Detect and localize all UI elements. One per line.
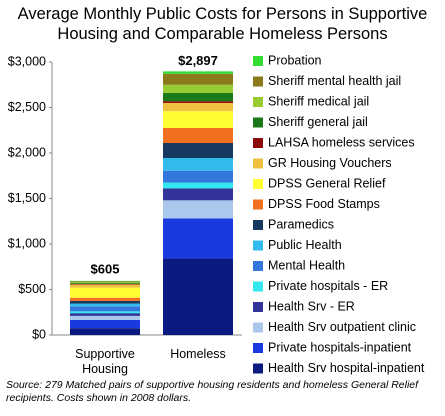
y-tick-label: $2,500 (8, 100, 46, 114)
legend-label: Sheriff mental health jail (268, 74, 401, 88)
legend-swatch (253, 343, 263, 353)
bar-segment (70, 283, 140, 285)
bar-segment (70, 300, 140, 304)
legend-swatch (253, 97, 263, 107)
bar-segment (163, 84, 233, 93)
bar-segment (70, 303, 140, 307)
source-note: Source: 279 Matched pairs of supportive … (6, 379, 419, 404)
legend-label: Sheriff general jail (268, 115, 368, 129)
legend-swatch (253, 220, 263, 230)
bar-segment (70, 311, 140, 314)
x-tick-label: Supportive Housing (75, 347, 135, 376)
legend-swatch (253, 117, 263, 128)
legend-label: Probation (268, 53, 322, 67)
bar-segment (163, 182, 233, 189)
y-tick-label: $500 (18, 282, 46, 296)
legend-label: Public Health (268, 238, 342, 252)
legend-swatch (253, 240, 263, 251)
legend-swatch (253, 179, 263, 189)
y-tick-label: $1,500 (8, 191, 46, 205)
bar-segment (163, 258, 233, 335)
bar-segment (163, 200, 233, 219)
bar-segment (163, 127, 233, 143)
legend-swatch (253, 261, 263, 271)
y-tick-label: $1,000 (8, 236, 46, 250)
legend-swatch (253, 158, 263, 169)
legend-label: Private hospitals-inpatient (268, 340, 412, 354)
bar-segment (70, 306, 140, 312)
legend-swatch (253, 302, 263, 312)
bar-segment (70, 313, 140, 316)
legend-swatch (253, 363, 263, 374)
bar-segment (70, 297, 140, 301)
legend-label: Paramedics (268, 217, 334, 231)
legend-label: Health Srv - ER (268, 299, 355, 313)
bar-segment (70, 315, 140, 320)
bar-segment (163, 102, 233, 112)
y-tick-label: $3,000 (8, 54, 46, 68)
legend-label: Sheriff medical jail (268, 94, 369, 108)
bar-segment (70, 328, 140, 335)
legend-swatch (253, 56, 263, 66)
legend-label: DPSS Food Stamps (268, 197, 380, 211)
bar-segment (70, 282, 140, 284)
legend-swatch (253, 138, 263, 148)
legend-swatch (253, 322, 263, 333)
legend-label: Health Srv hospital-inpatient (268, 361, 425, 375)
bar-segment (70, 287, 140, 298)
legend-label: Mental Health (268, 258, 345, 272)
total-label: $2,897 (178, 53, 218, 68)
bar-segment (163, 101, 233, 103)
bar-segment (163, 218, 233, 259)
y-tick-label: $0 (32, 327, 46, 341)
x-tick-label: Homeless (170, 347, 226, 361)
bar-segment (70, 281, 140, 283)
bar-segment (70, 319, 140, 329)
legend-label: Private hospitals - ER (268, 279, 388, 293)
chart-title: Average Monthly Public Costs for Persons… (17, 5, 428, 43)
legend-label: GR Housing Vouchers (268, 156, 392, 170)
bar-segment (163, 111, 233, 128)
legend-label: LAHSA homeless services (268, 135, 415, 149)
bar-segment (163, 158, 233, 171)
bar-segment (163, 73, 233, 85)
total-label: $605 (91, 261, 120, 276)
legend-swatch (253, 76, 263, 87)
legend-label: DPSS General Relief (268, 176, 386, 190)
legend-swatch (253, 199, 263, 210)
legend-label: Health Srv outpatient clinic (268, 320, 416, 334)
bar-segment (163, 142, 233, 159)
bar-segment (163, 71, 233, 74)
bar-segment (163, 92, 233, 102)
bar-segment (163, 188, 233, 201)
bar-segment (70, 284, 140, 288)
y-tick-label: $2,000 (8, 145, 46, 159)
legend-swatch (253, 281, 263, 292)
bar-segment (163, 170, 233, 183)
